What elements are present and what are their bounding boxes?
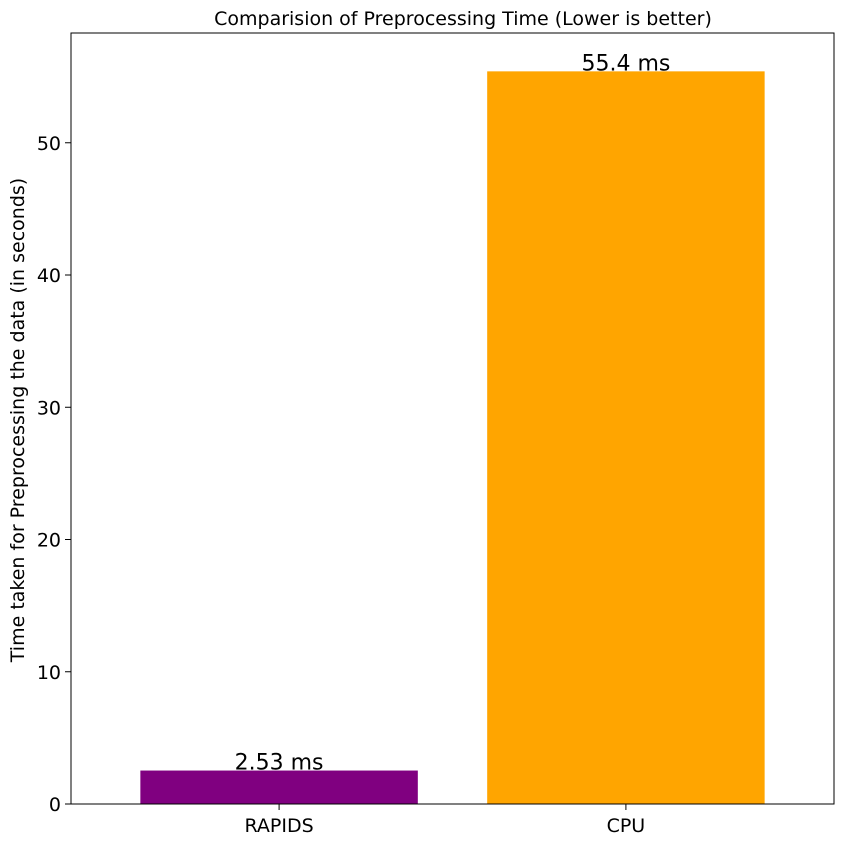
y-tick-label: 40 xyxy=(37,265,61,287)
x-tick-label: CPU xyxy=(607,815,646,837)
plot-frame xyxy=(70,32,835,805)
y-tick-label: 30 xyxy=(37,397,61,419)
y-axis-label: Time taken for Preprocessing the data (i… xyxy=(7,178,29,663)
y-tick-label: 0 xyxy=(49,794,61,816)
x-ticks-group: RAPIDS CPU xyxy=(244,804,645,837)
bar-rapids xyxy=(140,770,418,804)
data-label-rapids: 2.53 ms xyxy=(235,751,324,776)
chart-title: Comparision of Preprocessing Time (Lower… xyxy=(214,8,712,30)
bars-group xyxy=(140,71,765,805)
y-tick-label: 20 xyxy=(37,530,61,552)
data-label-cpu: 55.4 ms xyxy=(581,51,670,76)
x-tick-label: RAPIDS xyxy=(244,815,313,837)
y-tick-label: 50 xyxy=(37,133,61,155)
y-tick-label: 10 xyxy=(37,662,61,684)
data-labels-group: 2.53 ms 55.4 ms xyxy=(235,51,671,775)
y-ticks-group: 0 10 20 30 40 50 xyxy=(37,133,71,816)
bar-cpu xyxy=(487,71,765,805)
